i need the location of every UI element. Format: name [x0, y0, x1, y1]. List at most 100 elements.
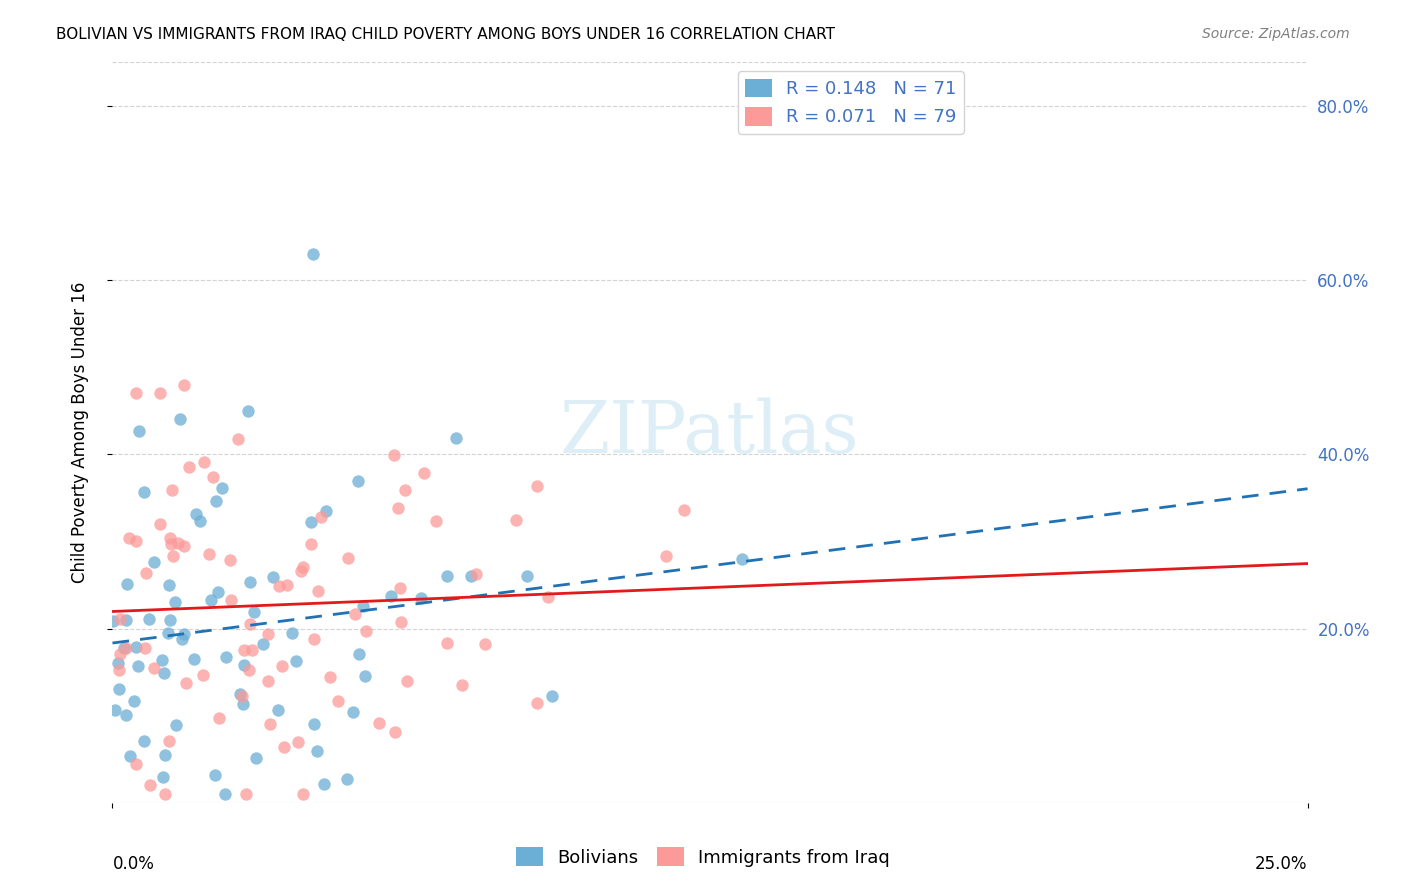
Point [411, 591, 433, 606]
Point [127, 658, 149, 673]
Point [143, 555, 166, 569]
Point [118, 531, 141, 545]
Point [226, 432, 249, 446]
Text: 25.0%: 25.0% [1256, 855, 1308, 872]
Point [302, 247, 325, 261]
Point [153, 748, 176, 763]
Point [159, 531, 181, 545]
Point [211, 481, 233, 495]
Point [326, 694, 349, 708]
Point [173, 540, 195, 554]
Point [307, 584, 329, 599]
Point [389, 581, 412, 595]
Point [474, 637, 496, 651]
Point [299, 516, 322, 530]
Point [156, 626, 179, 640]
Point [312, 777, 335, 791]
Point [173, 626, 195, 640]
Point [108, 612, 131, 626]
Point [239, 617, 262, 632]
Point [134, 485, 156, 500]
Point [349, 647, 371, 661]
Point [219, 592, 242, 607]
Point [380, 589, 402, 603]
Point [153, 787, 176, 801]
Point [273, 739, 295, 754]
Legend: Bolivians, Immigrants from Iraq: Bolivians, Immigrants from Iraq [509, 840, 897, 874]
Point [219, 553, 242, 567]
Point [231, 690, 253, 704]
Point [157, 578, 180, 592]
Point [673, 503, 696, 517]
Point [276, 578, 298, 592]
Point [269, 579, 291, 593]
Point [342, 705, 364, 719]
Point [125, 640, 148, 654]
Point [262, 570, 284, 584]
Point [139, 778, 162, 792]
Point [347, 475, 370, 489]
Point [319, 670, 342, 684]
Point [343, 607, 366, 622]
Point [654, 549, 676, 564]
Point [169, 411, 191, 425]
Text: Source: ZipAtlas.com: Source: ZipAtlas.com [1202, 27, 1350, 41]
Point [157, 734, 180, 748]
Point [238, 404, 260, 418]
Point [134, 734, 156, 748]
Point [118, 749, 141, 764]
Point [537, 590, 560, 604]
Point [352, 599, 374, 613]
Point [460, 569, 482, 583]
Point [239, 574, 262, 589]
Point [229, 687, 252, 701]
Point [515, 569, 537, 583]
Point [114, 640, 136, 655]
Point [240, 642, 263, 657]
Point [135, 566, 157, 581]
Point [233, 643, 256, 657]
Point [183, 652, 205, 666]
Point [128, 425, 150, 439]
Point [184, 507, 207, 521]
Point [204, 494, 226, 508]
Point [152, 770, 174, 784]
Point [150, 653, 173, 667]
Point [207, 711, 229, 725]
Point [125, 534, 148, 549]
Point [197, 547, 219, 561]
Point [257, 673, 280, 688]
Point [112, 640, 135, 655]
Text: ZIPatlas: ZIPatlas [560, 397, 860, 468]
Point [159, 613, 181, 627]
Point [382, 449, 405, 463]
Point [165, 718, 187, 732]
Point [138, 612, 160, 626]
Point [267, 703, 290, 717]
Point [134, 641, 156, 656]
Point [252, 637, 274, 651]
Point [215, 650, 238, 665]
Point [292, 787, 315, 801]
Point [257, 626, 280, 640]
Point [245, 750, 267, 764]
Y-axis label: Child Poverty Among Boys Under 16: Child Poverty Among Boys Under 16 [70, 282, 89, 583]
Legend: R = 0.148   N = 71, R = 0.071   N = 79: R = 0.148 N = 71, R = 0.071 N = 79 [738, 71, 965, 134]
Point [124, 694, 146, 708]
Point [436, 636, 458, 650]
Point [235, 787, 257, 801]
Point [233, 657, 256, 672]
Point [396, 674, 419, 689]
Point [101, 615, 124, 629]
Point [287, 735, 309, 749]
Point [204, 768, 226, 782]
Point [354, 668, 377, 682]
Point [162, 483, 184, 497]
Point [284, 654, 307, 668]
Point [173, 377, 195, 392]
Point [526, 479, 548, 493]
Point [526, 696, 548, 710]
Point [125, 386, 148, 401]
Point [389, 615, 412, 630]
Point [271, 659, 294, 673]
